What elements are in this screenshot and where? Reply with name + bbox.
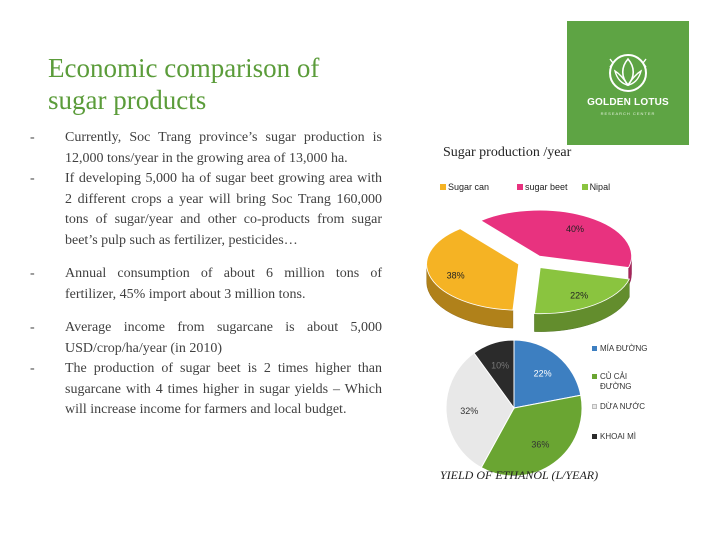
chart1-legend-item: sugar beet	[517, 182, 568, 192]
chart1-legend-swatch	[517, 184, 524, 190]
chart1-slice	[479, 209, 632, 268]
bullet-item: - Annual consumption of about 6 million …	[30, 264, 382, 305]
chart1-legend-item: Sugar can	[440, 182, 489, 192]
chart2-title: YIELD OF ETHANOL (L/YEAR)	[440, 468, 599, 482]
chart2-legend-label: MÍA ĐƯỜNG	[600, 344, 648, 353]
bullet-dash: -	[30, 320, 35, 335]
bullet-dash: -	[30, 266, 35, 281]
chart2-data-label: 22%	[534, 368, 552, 378]
chart1-data-label: 22%	[570, 290, 588, 300]
bullet-dash: -	[30, 361, 35, 376]
chart1-legend-label: Sugar can	[448, 182, 490, 192]
bullet-item: - Currently, Soc Trang province’s sugar …	[30, 128, 382, 169]
chart1-legend-label: sugar beet	[525, 182, 568, 192]
bullet-item: - If developing 5,000 ha of sugar beet g…	[30, 169, 382, 251]
chart2-legend-swatch	[592, 434, 597, 439]
chart2-data-label: 36%	[531, 439, 549, 449]
chart1-legend-swatch	[581, 184, 588, 190]
chart2-data-label: 32%	[460, 406, 478, 416]
chart2-legend-item: KHOAI MÌ	[592, 432, 660, 442]
chart1-slice	[426, 228, 520, 311]
chart2-legend-label: DỪA NƯỚC	[600, 402, 645, 411]
chart1-data-label: 38%	[447, 270, 465, 280]
golden-lotus-logo: GOLDEN LOTUS RESEARCH CENTER	[567, 21, 689, 145]
lotus-emblem-icon	[609, 54, 647, 92]
chart2-data-label: 10%	[491, 360, 509, 370]
bullet-text: The production of sugar beet is 2 times …	[65, 361, 382, 417]
chart2-legend-swatch	[592, 374, 597, 379]
chart2-legend-swatch	[592, 404, 597, 409]
chart2-legend-label: KHOAI MÌ	[600, 432, 637, 441]
logo-subtitle: RESEARCH CENTER	[600, 111, 656, 116]
bullet-dash: -	[30, 130, 35, 145]
chart1-slice	[534, 267, 630, 315]
bullet-list: - Currently, Soc Trang province’s sugar …	[30, 128, 382, 421]
bullet-item: - Average income from sugarcane is about…	[30, 318, 382, 359]
chart1-legend: Sugar can sugar beet Nipal	[440, 182, 624, 192]
chart2-slice	[480, 394, 583, 477]
chart2-legend-item: MÍA ĐƯỜNG	[592, 344, 660, 354]
bullet-item: - The production of sugar beet is 2 time…	[30, 359, 382, 421]
chart2-slice	[445, 352, 515, 469]
slide-title: Economic comparison of sugar products	[48, 53, 320, 115]
chart1-legend-item: Nipal	[581, 182, 611, 192]
bullet-text: Average income from sugarcane is about 5…	[65, 320, 382, 356]
bullet-text: Annual consumption of about 6 million to…	[65, 266, 382, 302]
chart2-slice	[473, 339, 515, 410]
chart2-slice	[513, 339, 582, 409]
chart1-legend-label: Nipal	[589, 182, 611, 192]
chart2-legend-label: CỦ CẢI ĐƯỜNG	[600, 372, 632, 391]
chart1-data-label: 40%	[566, 224, 584, 234]
chart1-title: Sugar production /year	[443, 145, 572, 160]
chart2-legend-swatch	[592, 346, 597, 351]
chart2-legend-item: CỦ CẢI ĐƯỜNG	[592, 372, 660, 392]
chart1-legend-swatch	[440, 184, 446, 190]
bullet-dash: -	[30, 171, 35, 186]
chart2-legend-item: DỪA NƯỚC	[592, 402, 660, 412]
bullet-text: Currently, Soc Trang province’s sugar pr…	[65, 130, 382, 166]
bullet-text: If developing 5,000 ha of sugar beet gro…	[65, 171, 382, 248]
logo-name: GOLDEN LOTUS	[587, 97, 669, 108]
